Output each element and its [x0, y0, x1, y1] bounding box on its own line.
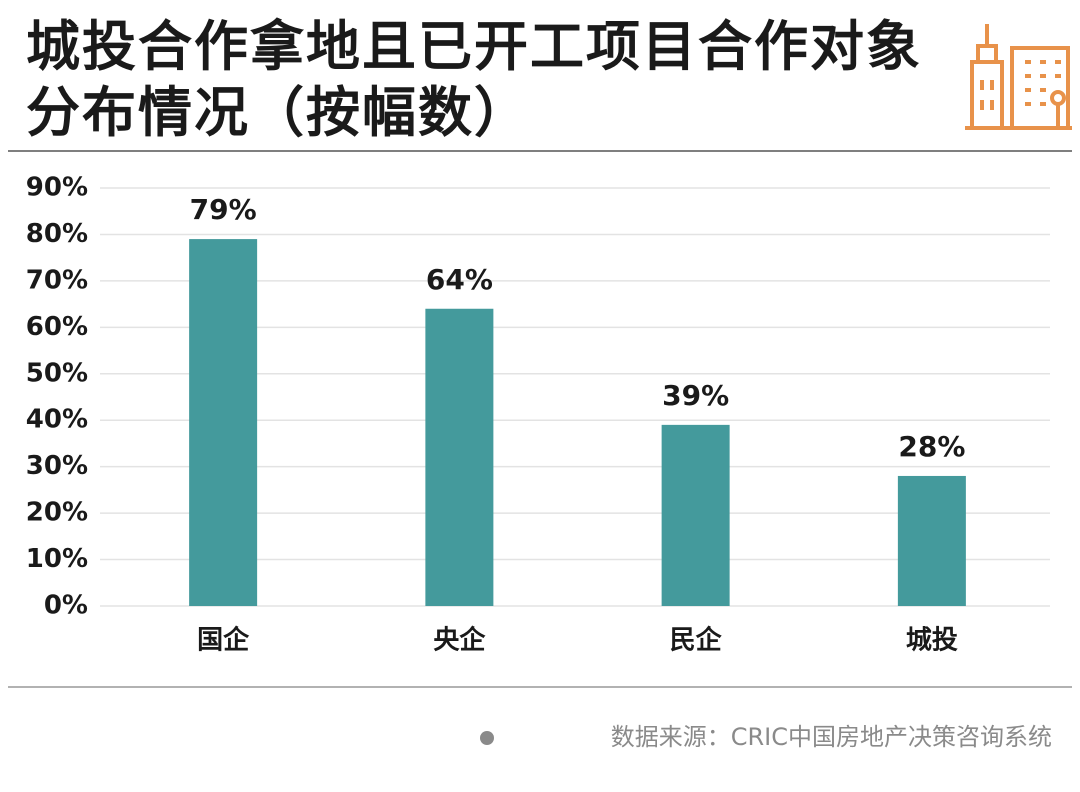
bar	[189, 239, 258, 607]
chart-title: 城投合作拿地且已开工项目合作对象分布情况（按幅数）	[26, 15, 922, 144]
y-tick-label: 90%	[26, 173, 88, 203]
y-tick-label: 40%	[26, 405, 88, 435]
y-tick-label: 80%	[26, 219, 88, 249]
bar	[897, 475, 966, 606]
x-tick-label: 央企	[433, 625, 486, 656]
x-tick-label: 国企	[197, 625, 250, 656]
bar	[425, 308, 494, 606]
y-tick-label: 50%	[26, 358, 88, 388]
y-tick-label: 0%	[44, 591, 88, 621]
value-label: 64%	[426, 263, 493, 296]
bar	[661, 424, 730, 606]
x-tick-label: 城投	[906, 626, 958, 656]
value-label: 79%	[190, 193, 257, 226]
y-tick-label: 60%	[26, 312, 88, 342]
y-tick-label: 70%	[26, 265, 88, 295]
value-label: 28%	[898, 430, 965, 463]
y-tick-label: 10%	[26, 544, 88, 574]
y-tick-label: 30%	[26, 451, 88, 481]
y-tick-label: 20%	[26, 498, 88, 528]
x-tick-label: 民企	[670, 625, 723, 656]
source: 数据来源：CRIC中国房地产决策咨询系统	[611, 723, 1052, 751]
value-label: 39%	[662, 379, 729, 412]
building-icon	[965, 24, 1072, 130]
source-dot	[480, 731, 494, 745]
